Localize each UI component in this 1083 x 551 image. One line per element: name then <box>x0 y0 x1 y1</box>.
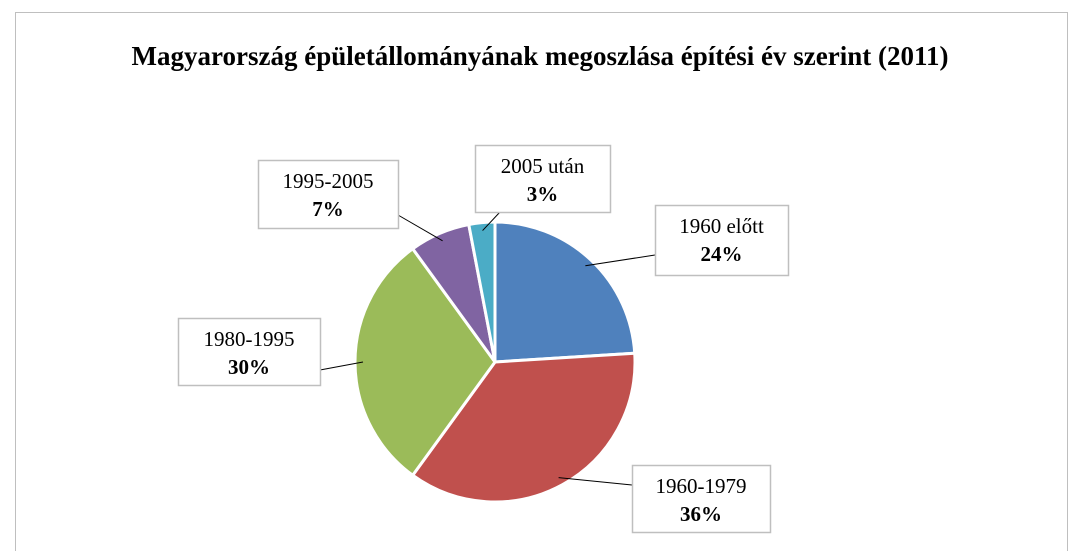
label-box <box>474 144 612 214</box>
label-box <box>177 317 322 387</box>
leader-line <box>558 477 633 486</box>
pie-slice <box>493 220 637 364</box>
leader-line <box>585 254 656 267</box>
label-box <box>654 204 790 277</box>
category-label: 1980-1995 <box>204 327 295 351</box>
pie-slice <box>353 246 497 478</box>
value-label: 24% <box>701 242 743 266</box>
label-box <box>631 464 772 534</box>
value-label: 7% <box>312 197 344 221</box>
chart-border <box>15 12 1068 551</box>
pie-slice <box>410 351 637 504</box>
category-label: 2005 után <box>501 154 585 178</box>
category-label: 1960 előtt <box>679 214 764 238</box>
value-label: 36% <box>680 502 722 526</box>
category-label: 1960-1979 <box>656 474 747 498</box>
value-label: 3% <box>527 182 559 206</box>
leader-line <box>482 211 501 231</box>
leader-line <box>319 361 364 371</box>
label-box <box>257 159 400 230</box>
value-label: 30% <box>228 355 270 379</box>
chart-title: Magyarország épületállományának megoszlá… <box>131 41 949 71</box>
leader-line <box>397 214 443 242</box>
category-label: 1995-2005 <box>283 169 374 193</box>
pie-slice <box>467 220 497 363</box>
